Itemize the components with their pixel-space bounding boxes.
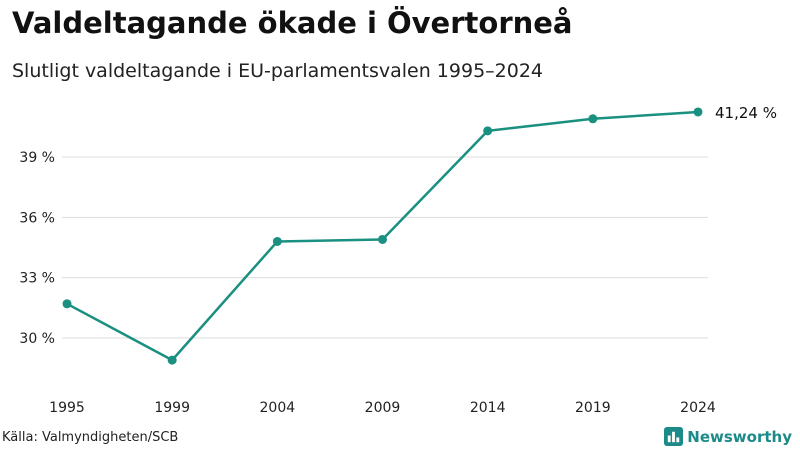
x-tick-label: 2014 bbox=[470, 400, 506, 416]
y-tick-label: 36 % bbox=[19, 210, 55, 226]
chart-title: Valdeltagande ökade i Övertorneå bbox=[12, 6, 573, 40]
brand-logo: Newsworthy bbox=[664, 427, 792, 446]
data-point bbox=[62, 299, 72, 309]
y-tick-label: 30 % bbox=[19, 331, 55, 347]
data-point bbox=[167, 355, 177, 365]
x-tick-label: 2019 bbox=[575, 400, 611, 416]
data-point bbox=[272, 236, 282, 246]
data-point bbox=[378, 234, 387, 244]
source-note: Källa: Valmyndigheten/SCB bbox=[2, 430, 179, 445]
y-tick-label: 33 % bbox=[19, 271, 55, 287]
data-point bbox=[693, 107, 703, 117]
data-point bbox=[483, 126, 493, 136]
y-tick-label: 39 % bbox=[19, 150, 55, 166]
x-tick-label: 1999 bbox=[154, 400, 190, 416]
chart-subtitle: Slutligt valdeltagande i EU-parlamentsva… bbox=[12, 60, 544, 82]
end-value-label: 41,24 % bbox=[715, 104, 777, 122]
brand-name: Newsworthy bbox=[687, 427, 792, 446]
x-tick-label: 1995 bbox=[49, 400, 85, 416]
bar-chart-logo-icon bbox=[664, 427, 684, 446]
x-tick-label: 2004 bbox=[260, 400, 296, 416]
x-tick-label: 2024 bbox=[680, 400, 716, 416]
x-tick-label: 2009 bbox=[365, 400, 401, 416]
data-point bbox=[588, 114, 598, 124]
